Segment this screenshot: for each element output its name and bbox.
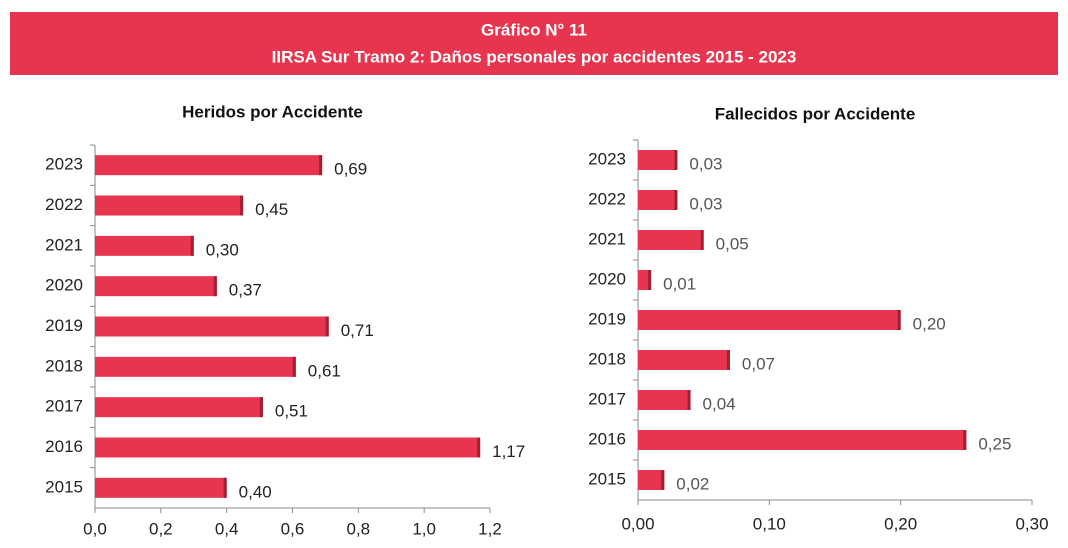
value-label: 0,03 — [689, 194, 722, 213]
value-label: 0,05 — [716, 234, 749, 253]
x-tick-label: 0,2 — [149, 519, 173, 538]
bar — [638, 470, 665, 490]
chart-title: Fallecidos por Accidente — [715, 104, 916, 123]
x-tick-label: 0,20 — [884, 514, 917, 533]
banner — [10, 12, 1058, 75]
y-tick-label: 2020 — [588, 269, 626, 288]
value-label: 0,61 — [308, 361, 341, 380]
bar — [95, 276, 217, 297]
y-tick-label: 2021 — [45, 235, 83, 254]
bar-edge — [687, 390, 691, 410]
y-tick-label: 2022 — [45, 195, 83, 214]
bar — [95, 316, 329, 337]
bar — [638, 430, 967, 450]
value-label: 0,03 — [689, 154, 722, 173]
y-tick-label: 2023 — [45, 155, 83, 174]
bar-edge — [223, 477, 227, 498]
bar — [95, 235, 194, 256]
value-label: 0,02 — [676, 474, 709, 493]
y-tick-label: 2015 — [45, 477, 83, 496]
bar-edge — [648, 270, 652, 290]
y-tick-label: 2020 — [45, 276, 83, 295]
bar — [638, 310, 901, 330]
bar — [95, 155, 323, 176]
value-label: 0,04 — [703, 394, 736, 413]
bar — [95, 477, 227, 498]
bar-edge — [240, 195, 244, 216]
x-tick-label: 0,6 — [281, 519, 305, 538]
bar-edge — [213, 276, 217, 297]
x-tick-label: 0,00 — [621, 514, 654, 533]
x-tick-label: 1,2 — [478, 519, 502, 538]
y-tick-label: 2017 — [45, 397, 83, 416]
bar-edge — [674, 150, 678, 170]
bar — [638, 190, 678, 210]
bar — [638, 230, 704, 250]
x-tick-label: 0,8 — [347, 519, 371, 538]
bar-edge — [897, 310, 901, 330]
y-tick-label: 2019 — [45, 316, 83, 335]
value-label: 0,51 — [275, 402, 308, 421]
bar-edge — [190, 235, 194, 256]
value-label: 0,69 — [334, 160, 367, 179]
bar — [95, 195, 244, 216]
y-tick-label: 2016 — [45, 437, 83, 456]
value-label: 1,17 — [492, 442, 525, 461]
banner-subtitle: IIRSA Sur Tramo 2: Daños personales por … — [272, 47, 797, 66]
y-tick-label: 2017 — [588, 389, 626, 408]
value-label: 0,25 — [978, 434, 1011, 453]
y-tick-label: 2018 — [588, 349, 626, 368]
value-label: 0,40 — [239, 482, 272, 501]
bar-edge — [319, 155, 323, 176]
y-tick-label: 2019 — [588, 309, 626, 328]
bar — [638, 350, 730, 370]
bar — [638, 150, 678, 170]
bar-edge — [674, 190, 678, 210]
bar-edge — [477, 437, 481, 458]
bar — [95, 397, 263, 418]
y-tick-label: 2018 — [45, 356, 83, 375]
x-tick-label: 0,4 — [215, 519, 239, 538]
bar — [638, 270, 652, 290]
value-label: 0,71 — [341, 321, 374, 340]
bar — [638, 390, 691, 410]
x-tick-label: 0,10 — [753, 514, 786, 533]
banner-title: Gráfico N° 11 — [481, 20, 587, 39]
x-tick-label: 1,0 — [412, 519, 436, 538]
bar-edge — [259, 397, 263, 418]
bar-edge — [325, 316, 329, 337]
y-tick-label: 2023 — [588, 149, 626, 168]
y-tick-label: 2022 — [588, 189, 626, 208]
value-label: 0,45 — [255, 200, 288, 219]
bar-edge — [700, 230, 704, 250]
x-tick-label: 0,30 — [1015, 514, 1048, 533]
value-label: 0,37 — [229, 281, 262, 300]
value-label: 0,07 — [742, 354, 775, 373]
bar — [95, 356, 296, 377]
value-label: 0,01 — [663, 274, 696, 293]
x-tick-label: 0,0 — [83, 519, 107, 538]
bar-edge — [661, 470, 665, 490]
y-tick-label: 2016 — [588, 429, 626, 448]
value-label: 0,30 — [206, 240, 239, 259]
y-tick-label: 2015 — [588, 469, 626, 488]
bar — [95, 437, 481, 458]
bar-edge — [726, 350, 730, 370]
bar-edge — [292, 356, 296, 377]
bar-edge — [963, 430, 967, 450]
chart-title: Heridos por Accidente — [182, 102, 363, 121]
value-label: 0,20 — [913, 314, 946, 333]
y-tick-label: 2021 — [588, 229, 626, 248]
